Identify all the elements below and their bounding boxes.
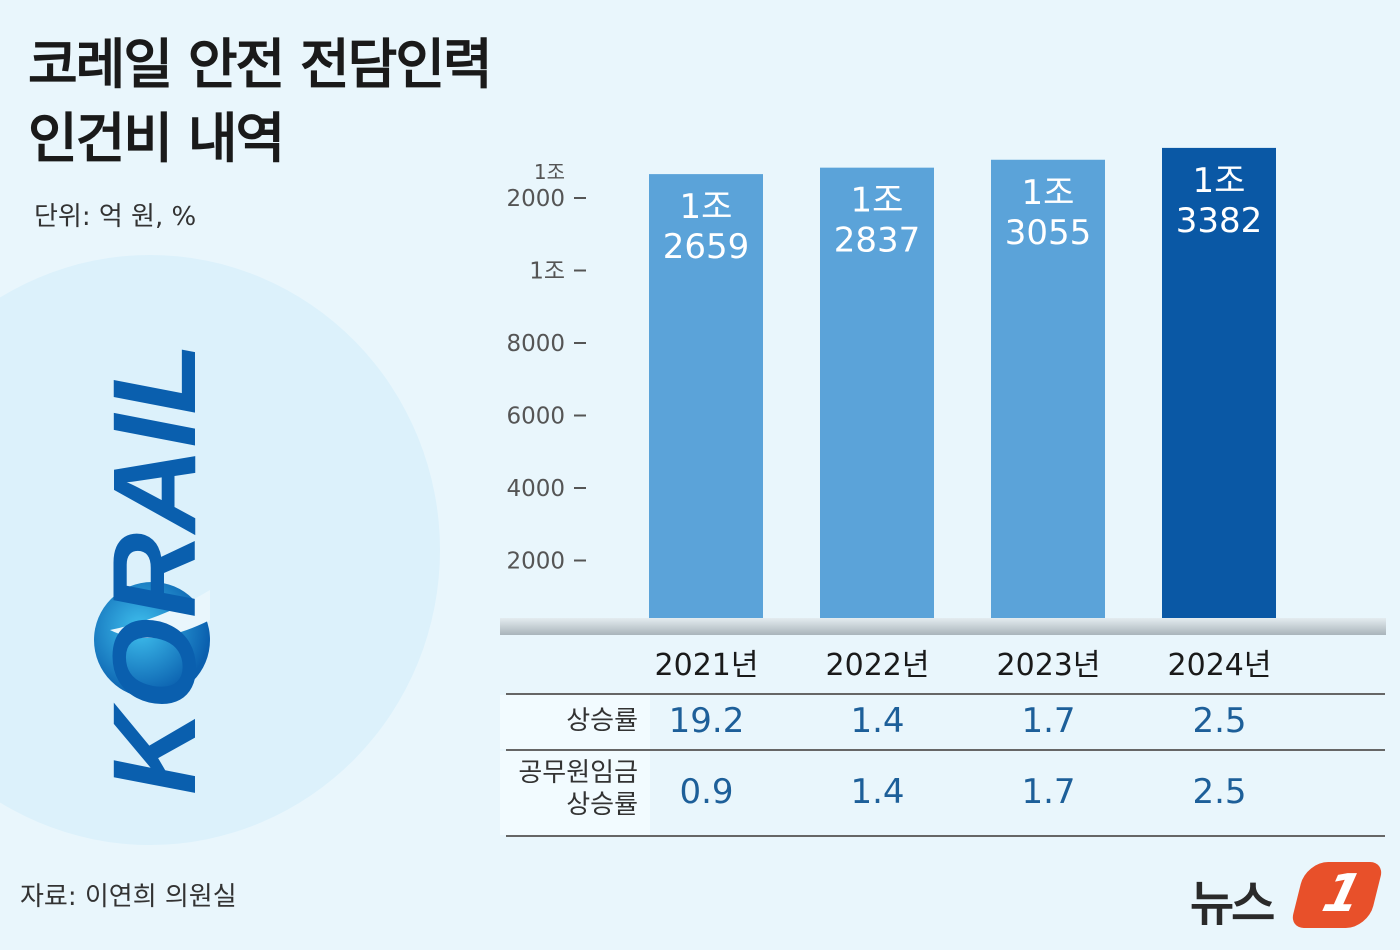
news1-logo: 뉴스 1 — [1190, 858, 1385, 933]
table-cell: 2.5 — [1192, 701, 1247, 741]
x-tick-label: 2022년 — [825, 648, 930, 683]
bar-value-label: 3382 — [1176, 201, 1263, 241]
bar-2023년 — [991, 159, 1105, 633]
x-tick-label: 2023년 — [996, 648, 1101, 683]
bar-2021년 — [649, 174, 763, 633]
y-tick-label: 8000 — [506, 331, 565, 357]
row-label-line: 공무원임금 — [518, 758, 638, 788]
x-tick-label: 2024년 — [1167, 648, 1272, 683]
table-cell: 1.4 — [850, 772, 905, 812]
row-label: 공무원임금 상승률 — [500, 751, 650, 835]
unit-label: 단위: 억 원, % — [34, 202, 197, 232]
bar-value-label: 1조 — [680, 187, 733, 227]
table-cell: 0.9 — [679, 772, 734, 812]
x-tick-label: 2021년 — [654, 648, 759, 683]
logo-text: KORAIL — [90, 343, 220, 795]
row-label: 상승률 — [500, 695, 650, 749]
table-cell: 2.5 — [1192, 772, 1247, 812]
y-tick-label: 1조 — [534, 160, 565, 184]
title-line-1: 코레일 안전 전담인력 — [28, 33, 493, 96]
table-divider — [506, 749, 1385, 751]
table-cell: 19.2 — [668, 701, 745, 741]
y-tick-label: 6000 — [506, 404, 565, 430]
brand-badge: 1 — [1289, 862, 1385, 928]
y-tick-label: 4000 — [506, 476, 565, 502]
row-label-line: 상승률 — [566, 790, 638, 820]
bar-value-label: 1조 — [851, 181, 904, 221]
title-line-2: 인건비 내역 — [28, 107, 285, 170]
row-label-line: 상승률 — [566, 706, 638, 736]
brand-number: 1 — [1316, 864, 1368, 924]
table-cell: 1.4 — [850, 701, 905, 741]
page-title: 코레일 안전 전담인력 인건비 내역 — [28, 28, 493, 176]
bar-value-label: 1조 — [1193, 161, 1246, 201]
bar-value-label: 2659 — [663, 227, 750, 267]
source-label: 자료: 이연희 의원실 — [20, 882, 237, 912]
table-divider — [506, 693, 1385, 695]
bar-2022년 — [820, 167, 934, 633]
korail-logo: KORAIL — [90, 343, 220, 795]
y-tick-label: 2000 — [506, 186, 565, 212]
bar-value-label: 2837 — [834, 221, 921, 261]
table-cell: 1.7 — [1021, 701, 1076, 741]
brand-text: 뉴스 — [1190, 876, 1275, 932]
y-tick-label: 2000 — [506, 549, 565, 575]
chart-baseline — [500, 618, 1386, 635]
table-divider — [506, 835, 1385, 837]
bar-value-label: 3055 — [1005, 213, 1092, 253]
bar-2024년 — [1162, 147, 1276, 633]
table-cell: 1.7 — [1021, 772, 1076, 812]
bar-value-label: 1조 — [1022, 173, 1075, 213]
y-tick-label: 1조 — [529, 259, 565, 285]
